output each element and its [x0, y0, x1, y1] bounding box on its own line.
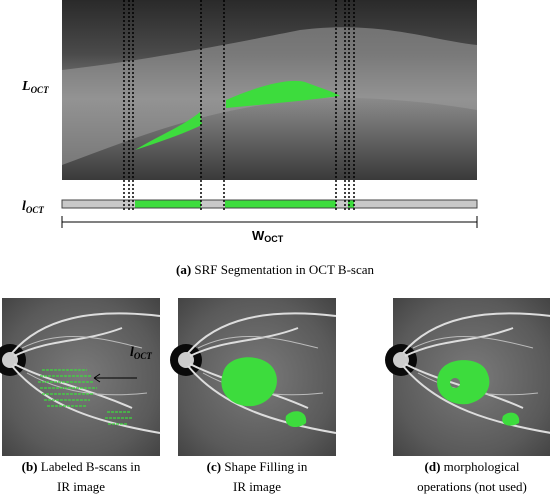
ir-image: lOCT — [0, 297, 161, 457]
bar-label: lOCT — [22, 199, 44, 215]
y-label: LOCT — [21, 79, 49, 95]
caption-line: IR image — [57, 479, 105, 494]
ir-image — [169, 297, 337, 457]
caption-line: (b) Labeled B-scans in — [22, 459, 141, 474]
width-label: WOCT — [252, 228, 284, 244]
caption-line: IR image — [233, 479, 281, 494]
caption-line: (c) Shape Filling in — [207, 459, 308, 474]
srf-region — [226, 80, 340, 108]
srf-region — [135, 112, 202, 150]
bar-segment — [348, 200, 354, 208]
panel-captions: (b) Labeled B-scans in IR image (c) Shape … — [22, 459, 527, 494]
bar-segment — [135, 200, 201, 208]
caption-line: operations (not used) — [417, 479, 527, 494]
ir-image — [384, 297, 550, 457]
boundary-lines — [123, 0, 355, 210]
width-bracket — [61, 216, 478, 228]
bar-segment — [225, 200, 336, 208]
caption-line: (d) morphological — [425, 459, 520, 474]
svg-text:lOCT: lOCT — [130, 345, 152, 361]
caption: (a) SRF Segmentation in OCT B-scan — [176, 262, 375, 277]
